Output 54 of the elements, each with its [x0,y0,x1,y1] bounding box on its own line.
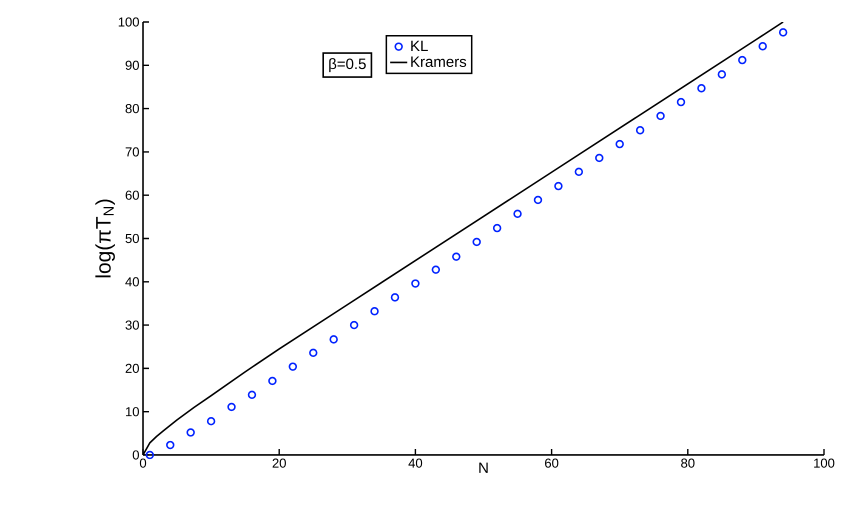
point [452,252,460,261]
x-tick-label: 100 [814,458,834,468]
x-tick-label: 20 [272,458,286,468]
point [166,440,174,450]
point [432,265,440,274]
y-axis-title: log(πT$_{N}$) [95,200,115,278]
point [513,210,522,218]
point [472,238,481,246]
point [676,98,686,106]
annotation: β=0.5 [329,58,366,72]
point [268,376,277,386]
point [636,126,644,134]
y-tick-label: 90 [126,60,139,70]
point [350,320,358,330]
point [370,307,379,316]
y-tick-label: 40 [125,277,139,286]
point [227,402,236,412]
x-tick-label: 0 [140,458,146,468]
point [595,154,604,162]
point [758,42,767,50]
point [738,56,746,64]
x-tick-label: 40 [408,458,422,468]
legend-label: Kramers [411,56,466,68]
point [288,362,298,371]
y-tick-label: 100 [118,17,139,27]
legend-label: KL [411,40,428,52]
point [329,335,338,344]
x-axis-title: N [479,462,488,473]
point [186,428,195,437]
point [574,168,584,176]
y-tick-label: 30 [126,320,139,330]
point [411,279,420,288]
point [309,348,318,357]
y-tick-label: 10 [126,407,139,416]
x-tick-label: 80 [681,458,695,468]
y-tick-label: 70 [126,147,139,156]
point [778,28,788,37]
point [492,224,502,232]
point [554,182,563,190]
x-tick-label: 60 [545,458,558,468]
point [697,84,706,92]
y-tick-label: 50 [126,234,139,244]
point [616,140,624,148]
point [390,293,400,302]
point [206,417,216,426]
y-tick-label: 0 [132,450,139,460]
point [248,390,256,399]
point [656,112,665,120]
point [146,450,154,460]
y-tick-label: 20 [126,364,139,373]
y-tick-label: 80 [126,104,139,114]
point [534,196,542,204]
y-tick-label: 60 [126,190,139,200]
point [718,70,726,79]
